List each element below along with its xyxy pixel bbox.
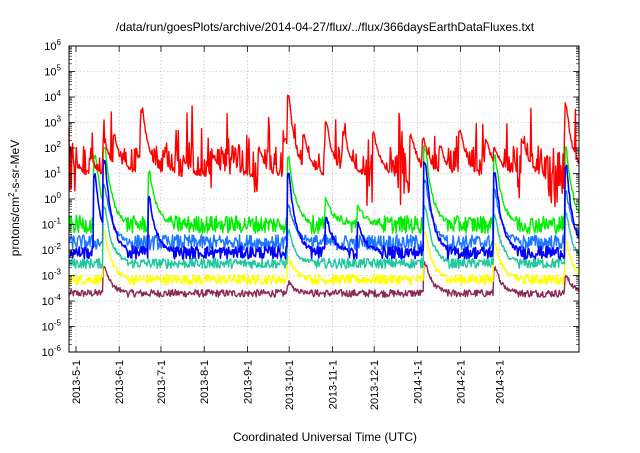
y-tick-label: 106 (44, 38, 61, 53)
plot-frame (68, 45, 580, 353)
y-tick-label: 10-3 (42, 268, 62, 283)
x-tick-label: 2013-11-1 (327, 360, 339, 409)
chart-title: /data/run/goesPlots/archive/2014-04-27/f… (116, 20, 535, 34)
x-axis-label: Coordinated Universal Time (UTC) (233, 430, 417, 444)
y-tick-label: 10-1 (42, 217, 62, 232)
x-tick-label: 2013-5-1 (71, 360, 83, 404)
y-tick-label: 104 (44, 89, 61, 104)
series-layer (68, 94, 580, 298)
y-axis-label: protons/cm2-s-sr-MeV (7, 140, 22, 256)
x-tick-label: 2013-8-1 (199, 360, 211, 404)
x-tick-label: 2014-1-1 (412, 360, 424, 404)
x-tick-label: 2013-12-1 (369, 360, 381, 410)
x-tick-label: 2013-9-1 (242, 360, 254, 404)
y-tick-label: 10-2 (42, 242, 62, 257)
y-tick-label: 10-5 (42, 319, 62, 334)
y-tick-label: 10-4 (42, 293, 62, 308)
x-tick-label: 2013-7-1 (156, 360, 168, 404)
x-tick-label: 2013-10-1 (284, 360, 296, 410)
y-tick-label: 105 (44, 64, 61, 79)
y-tick-label: 100 (44, 191, 61, 206)
y-tick-label: 102 (44, 140, 61, 155)
series-line (68, 94, 580, 208)
x-tick-label: 2014-3-1 (495, 360, 507, 404)
series-line (68, 260, 580, 298)
y-tick-label: 10-6 (42, 344, 62, 359)
tick-label-layer: 10-6 10-5 10-4 10-3 10-2 10-1 100 101 102 103 104 1… (42, 38, 507, 410)
y-tick-label: 101 (44, 166, 61, 181)
series-line (68, 158, 580, 260)
axis-layer (68, 45, 580, 353)
x-tick-label: 2013-6-1 (114, 360, 126, 404)
y-tick-label: 103 (44, 115, 61, 130)
x-tick-label: 2014-2-1 (456, 360, 468, 404)
series-line (68, 145, 580, 235)
